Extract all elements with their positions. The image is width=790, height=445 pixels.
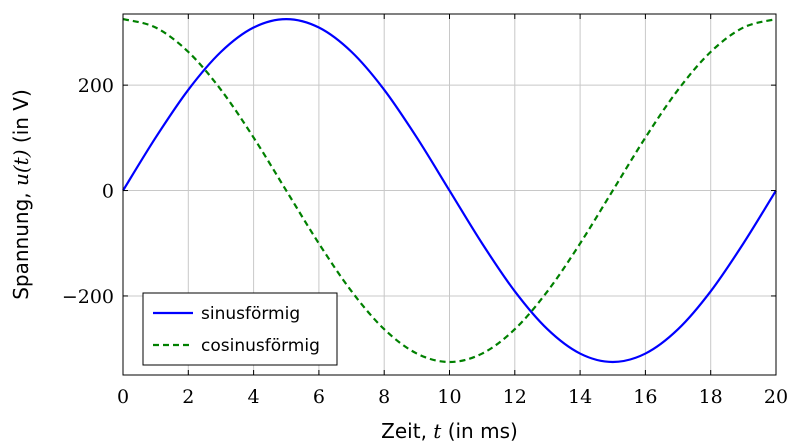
legend-label-sinusformig: sinusförmig xyxy=(201,304,300,324)
x-axis-label: Zeit, t (in ms) xyxy=(381,419,518,443)
x-axis-label-prefix: Zeit, xyxy=(381,419,433,443)
x-tick-label: 4 xyxy=(248,386,260,408)
x-tick-label: 20 xyxy=(764,386,788,408)
series-line-sinusformig xyxy=(122,18,777,364)
x-tick-label: 14 xyxy=(568,386,592,408)
legend-box xyxy=(142,292,338,366)
tick-group: 0 2 4 6 8 10 12 14 16 18 20 −200 0 200 xyxy=(62,14,788,408)
x-tick-label: 16 xyxy=(633,386,657,408)
x-tick-label: 0 xyxy=(117,386,129,408)
series-group xyxy=(122,18,777,364)
x-tick-label: 6 xyxy=(313,386,325,408)
x-axis-label-variable: t xyxy=(433,419,442,443)
y-axis-label-prefix: Spannung, xyxy=(9,186,33,300)
x-axis-label-suffix: (in ms) xyxy=(441,419,517,443)
x-tick-label: 10 xyxy=(437,386,461,408)
y-tick-label: 0 xyxy=(102,181,114,203)
x-tick-label: 8 xyxy=(378,386,390,408)
y-axis-label: Spannung, u(t) (in V) xyxy=(9,89,33,300)
x-tick-label: 18 xyxy=(699,386,723,408)
y-tick-label: 200 xyxy=(78,75,114,97)
y-axis-label-suffix: (in V) xyxy=(9,89,33,149)
grid xyxy=(123,14,776,375)
y-tick-label: −200 xyxy=(62,286,114,308)
series-line-cosinusformig xyxy=(122,18,777,364)
x-tick-label: 12 xyxy=(503,386,527,408)
y-axis-label-variable: u(t) xyxy=(9,149,33,186)
legend-label-cosinusformig: cosinusförmig xyxy=(201,336,320,356)
legend: sinusförmig cosinusförmig xyxy=(142,292,338,366)
x-tick-label: 2 xyxy=(182,386,194,408)
